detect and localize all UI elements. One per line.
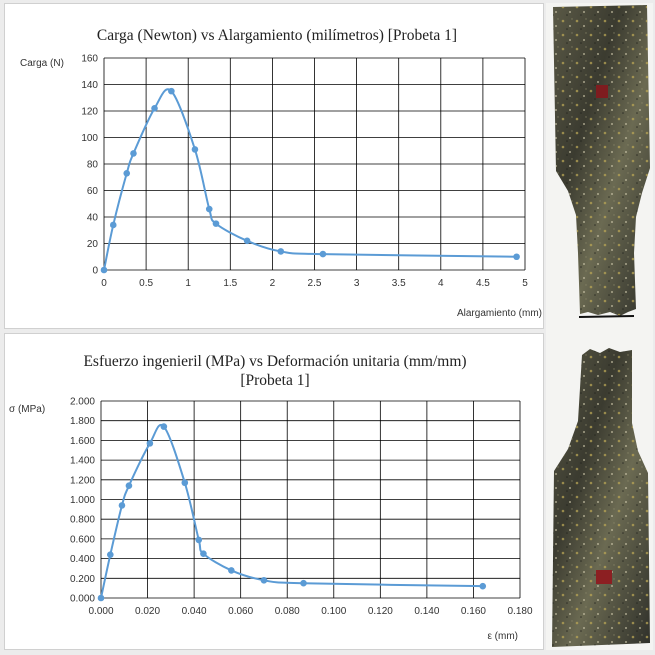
data-point (118, 502, 126, 509)
y-tick-label: 160 (81, 54, 98, 65)
x-tick-label: 0.100 (321, 606, 346, 617)
data-point (151, 105, 158, 112)
chart-title-line2: [Probeta 1] (240, 372, 309, 389)
x-tick-label: 0.160 (461, 606, 486, 617)
x-tick-label: 3.5 (392, 278, 406, 289)
x-tick-label: 0 (101, 278, 107, 289)
data-point (300, 579, 307, 587)
y-tick-label: 80 (87, 160, 99, 171)
specimen-lower-half (552, 348, 650, 647)
data-point (191, 146, 199, 153)
x-tick-label: 0.020 (135, 606, 160, 617)
x-tick-label: 0.000 (88, 606, 113, 617)
stress-strain-chart-panel: Esfuerzo ingenieril (MPa) vs Deformación… (4, 333, 544, 650)
chart-title: Esfuerzo ingenieril (MPa) vs Deformación… (83, 353, 466, 370)
y-tick-label: 1.800 (70, 416, 95, 427)
data-point (205, 205, 213, 213)
data-point (130, 150, 137, 157)
y-tick-label: 1.200 (70, 475, 95, 486)
data-point (277, 248, 285, 255)
load-elongation-chart-panel: Carga (Newton) vs Alargamiento (milímetr… (4, 3, 544, 329)
y-tick-label: 40 (87, 213, 99, 224)
red-mark (596, 85, 608, 98)
red-mark (596, 570, 612, 584)
x-tick-label: 0.5 (139, 278, 153, 289)
x-tick-label: 5 (522, 278, 528, 289)
data-point (260, 576, 268, 584)
y-tick-label: 60 (87, 186, 99, 197)
y-tick-label: 1.600 (70, 436, 95, 447)
data-point (228, 567, 235, 574)
x-tick-label: 1.5 (223, 278, 237, 289)
data-point (181, 479, 189, 487)
y-axis-label: Carga (N) (20, 58, 64, 69)
x-tick-label: 4 (438, 278, 444, 289)
y-axis-label: σ (MPa) (9, 404, 45, 415)
data-point (319, 250, 327, 258)
x-tick-label: 0.120 (368, 606, 393, 617)
series-line (103, 88, 517, 271)
x-tick-label: 2 (270, 278, 276, 289)
x-tick-label: 1 (185, 278, 191, 289)
y-tick-label: 20 (87, 239, 99, 250)
broken-specimen-image (552, 5, 650, 647)
stress-strain-chart: Esfuerzo ingenieril (MPa) vs Deformación… (9, 353, 533, 642)
data-point (107, 551, 114, 558)
y-tick-label: 0.200 (70, 574, 95, 585)
data-point (200, 550, 207, 557)
y-tick-label: 1.400 (70, 456, 95, 467)
x-tick-label: 0.180 (507, 606, 532, 617)
y-tick-label: 140 (81, 80, 98, 91)
grid (103, 57, 526, 271)
tensile-specimen-photo (546, 3, 653, 650)
x-tick-label: 3 (354, 278, 360, 289)
y-tick-label: 0.400 (70, 554, 95, 565)
specimen-upper-half (553, 5, 650, 318)
x-tick-label: 0.140 (414, 606, 439, 617)
x-axis-label: Alargamiento (mm) (457, 308, 542, 319)
x-tick-label: 0.080 (275, 606, 300, 617)
data-point (109, 221, 117, 229)
data-point (195, 536, 203, 544)
x-tick-label: 4.5 (476, 278, 490, 289)
y-tick-label: 0.800 (70, 515, 95, 526)
data-point (212, 220, 220, 227)
y-tick-label: 0 (92, 266, 98, 277)
y-tick-label: 0.600 (70, 534, 95, 545)
data-point (97, 594, 105, 602)
load-elongation-chart: Carga (Newton) vs Alargamiento (milímetr… (20, 27, 542, 319)
data-point (479, 582, 487, 590)
y-tick-label: 120 (81, 107, 98, 118)
chart-title: Carga (Newton) vs Alargamiento (milímetr… (97, 27, 457, 44)
series-line (100, 424, 483, 599)
data-point (146, 440, 154, 447)
y-tick-label: 2.000 (70, 397, 95, 408)
data-point (125, 482, 133, 490)
y-tick-label: 0.000 (70, 594, 95, 605)
x-axis-label: ε (mm) (487, 631, 518, 642)
data-point (243, 237, 251, 245)
y-tick-label: 100 (81, 133, 98, 144)
x-tick-label: 0.040 (182, 606, 207, 617)
x-tick-label: 2.5 (308, 278, 322, 289)
x-tick-label: 0.060 (228, 606, 253, 617)
data-point (123, 169, 131, 177)
data-point (160, 423, 168, 430)
data-point (100, 266, 108, 274)
data-point (168, 87, 175, 95)
y-tick-label: 1.000 (70, 495, 95, 506)
data-point (513, 253, 520, 261)
grid (100, 400, 521, 599)
